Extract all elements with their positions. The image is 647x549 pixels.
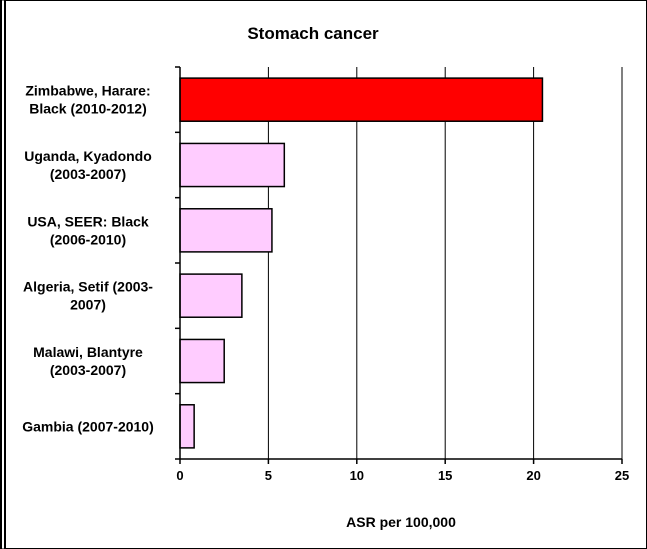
category-label: USA, SEER: Black (2006-2010)	[27, 213, 149, 247]
category-label-line: Algeria, Setif (2003-	[23, 279, 153, 295]
category-label: Algeria, Setif (2003- 2007)	[23, 279, 153, 313]
bar	[179, 273, 243, 318]
x-tick-label: 10	[350, 468, 364, 483]
x-tick-label: 0	[176, 468, 183, 483]
category-label-line: Malawi, Blantyre	[33, 344, 143, 360]
category-label-line: (2003-2007)	[50, 362, 126, 378]
bar	[179, 338, 225, 384]
axes	[175, 66, 623, 464]
tick-labels: 0 5 10 15 20 25	[176, 468, 629, 483]
category-labels: Zimbabwe, Harare: Black (2010-2012) Uganda…	[22, 83, 154, 435]
category-label-line: (2006-2010)	[50, 231, 126, 247]
category-label: Uganda, Kyadondo (2003-2007)	[24, 148, 152, 182]
category-label: Malawi, Blantyre (2003-2007)	[33, 344, 143, 378]
category-label-line: (2003-2007)	[50, 166, 126, 182]
bars	[179, 77, 544, 449]
category-label-line: USA, SEER: Black	[27, 213, 149, 229]
bar	[179, 208, 273, 253]
gridlines	[267, 67, 623, 459]
chart-title: Stomach cancer	[247, 24, 379, 43]
bar	[179, 77, 544, 122]
category-label-line: Zimbabwe, Harare:	[25, 83, 150, 99]
bar	[179, 142, 286, 188]
x-tick-label: 20	[526, 468, 540, 483]
category-label-line: Gambia (2007-2010)	[22, 418, 154, 434]
category-label: Gambia (2007-2010)	[22, 418, 154, 434]
x-tick-label: 25	[615, 468, 629, 483]
bar	[179, 404, 195, 449]
x-tick-label: 15	[438, 468, 452, 483]
category-label-line: Black (2010-2012)	[29, 101, 147, 117]
category-label-line: 2007)	[70, 297, 106, 313]
x-axis-label: ASR per 100,000	[346, 514, 456, 530]
category-label-line: Uganda, Kyadondo	[24, 148, 152, 164]
category-label: Zimbabwe, Harare: Black (2010-2012)	[25, 83, 150, 117]
x-tick-label: 5	[265, 468, 272, 483]
